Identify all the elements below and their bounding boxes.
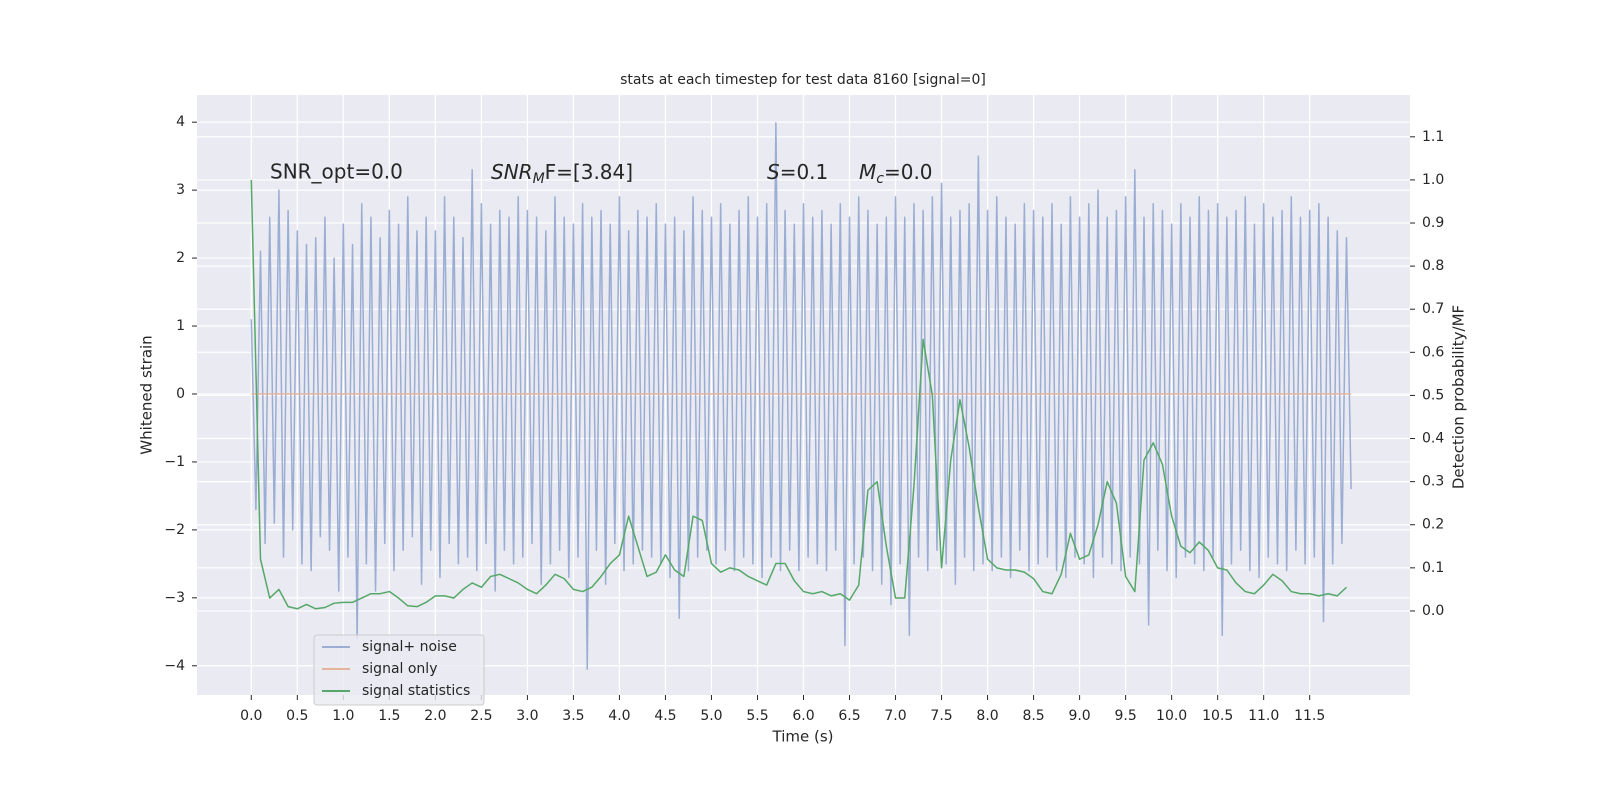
y2-tick-label: 0.1: [1422, 560, 1444, 576]
x-tick-label: 8.5: [1022, 708, 1044, 724]
y2-tick-label: 0.2: [1422, 517, 1444, 533]
legend-box: [313, 634, 485, 706]
x-tick-label: 2.5: [470, 708, 492, 724]
y2-tick-label: 0.0: [1422, 603, 1444, 619]
x-tick-label: 9.5: [1114, 708, 1136, 724]
y-tick-label: 4: [176, 114, 185, 130]
x-tick-label: 11.5: [1294, 708, 1325, 724]
y2-tick-label: 0.9: [1422, 215, 1444, 231]
annotation-main: SNR: [491, 160, 533, 184]
x-tick-label: 4.0: [608, 708, 630, 724]
annotation: S=0.1: [767, 160, 828, 184]
y-tick-label: −1: [164, 454, 185, 470]
x-tick-label: 4.5: [654, 708, 676, 724]
y-tick-label: 2: [176, 250, 185, 266]
annotation-main: S: [767, 160, 780, 184]
y2-tick-label: 1.0: [1422, 172, 1444, 188]
x-axis-label: Time (s): [772, 728, 834, 746]
x-tick-label: 5.0: [700, 708, 722, 724]
y2-tick-label: 0.8: [1422, 258, 1444, 274]
x-tick-label: 0.0: [240, 708, 262, 724]
y2-tick-label: 0.6: [1422, 344, 1444, 360]
series-line: [250, 179, 1348, 610]
y2-tick-label: 1.1: [1422, 129, 1444, 145]
x-tick-label: 8.0: [976, 708, 998, 724]
chart-title: stats at each timestep for test data 816…: [620, 72, 986, 88]
legend-label: signal statistics: [362, 683, 470, 699]
legend-label: signal+ noise: [362, 639, 457, 655]
annotation-sub: c: [876, 171, 884, 187]
legend-label: signal only: [362, 661, 437, 677]
y-tick-label: 3: [176, 182, 185, 198]
x-tick-label: 0.5: [286, 708, 308, 724]
y-axis-label: Whitened strain: [138, 335, 156, 454]
x-tick-label: 3.0: [516, 708, 538, 724]
y2-tick-label: 0.3: [1422, 474, 1444, 490]
x-tick-label: 5.5: [746, 708, 768, 724]
annotation-main: M: [859, 160, 876, 184]
annotation-tail: =0.1: [780, 160, 829, 184]
x-tick-label: 11.0: [1248, 708, 1279, 724]
x-tick-label: 2.0: [424, 708, 446, 724]
x-tick-label: 6.5: [838, 708, 860, 724]
x-tick-label: 10.0: [1156, 708, 1187, 724]
x-tick-label: 7.0: [884, 708, 906, 724]
annotation: SNRMF=[3.84]: [491, 160, 633, 188]
x-tick-label: 1.5: [378, 708, 400, 724]
x-tick-label: 1.0: [332, 708, 354, 724]
x-tick-label: 10.5: [1202, 708, 1233, 724]
x-tick-label: 7.5: [930, 708, 952, 724]
y-tick-label: 0: [176, 386, 185, 402]
x-tick-label: 9.0: [1068, 708, 1090, 724]
y2-tick-label: 0.7: [1422, 301, 1444, 317]
annotation-tail: F=[3.84]: [545, 160, 633, 184]
series-line: [250, 122, 1352, 670]
x-tick-label: 3.5: [562, 708, 584, 724]
y2-axis-label: Detection probability/MF: [1450, 305, 1468, 489]
y-tick-label: 1: [176, 318, 185, 334]
y-tick-label: −4: [164, 658, 185, 674]
y2-tick-label: 0.5: [1422, 387, 1444, 403]
annotation: Mc=0.0: [859, 160, 933, 188]
annotation: SNR_opt=0.0: [270, 160, 403, 184]
y-tick-label: −3: [164, 590, 185, 606]
y2-tick-label: 0.4: [1422, 431, 1444, 447]
x-tick-label: 6.0: [792, 708, 814, 724]
annotation-sub: M: [533, 171, 545, 187]
annotation-tail: =0.0: [884, 160, 933, 184]
y-tick-label: −2: [164, 522, 185, 538]
